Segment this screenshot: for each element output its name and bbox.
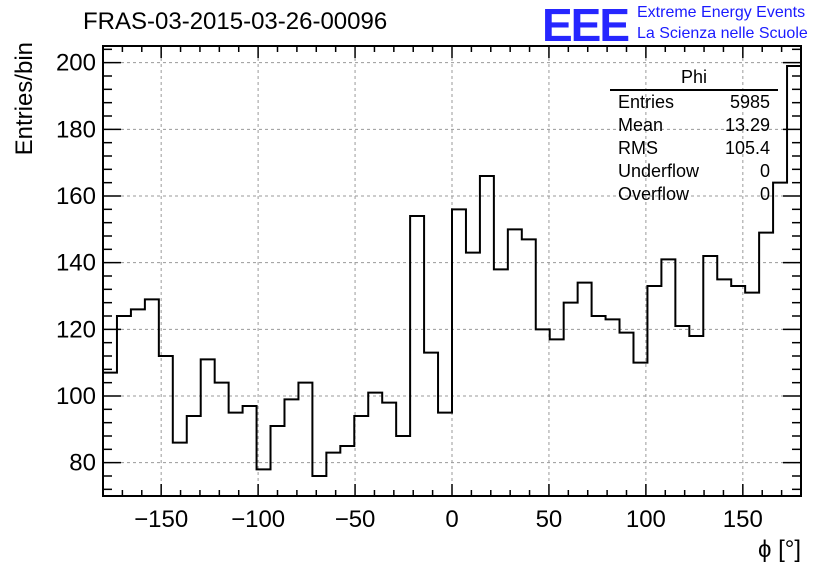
stats-value: 0 xyxy=(759,184,770,204)
stats-label: Underflow xyxy=(618,161,700,181)
x-axis-label: ϕ [°] xyxy=(758,536,801,563)
y-tick-label: 120 xyxy=(56,316,96,343)
logo-line-2: La Scienza nelle Scuole xyxy=(637,25,808,42)
x-tick-label: −150 xyxy=(134,506,188,533)
stats-label: RMS xyxy=(618,138,658,158)
y-tick-label: 140 xyxy=(56,250,96,277)
stats-label: Overflow xyxy=(618,184,690,204)
y-tick-label: 100 xyxy=(56,383,96,410)
y-tick-label: 200 xyxy=(56,50,96,77)
y-tick-labels: 80 100 120 140 160 180 200 xyxy=(56,50,96,477)
eee-logo: EEE xyxy=(542,0,630,51)
y-tick-label: 180 xyxy=(56,116,96,143)
x-tick-label: 0 xyxy=(445,506,458,533)
x-tick-label: −100 xyxy=(231,506,285,533)
stats-row: RMS 105.4 xyxy=(610,137,778,160)
x-tick-labels: −150 −100 −50 0 50 100 150 xyxy=(134,506,763,533)
stats-value: 5985 xyxy=(729,92,770,112)
axis-ticks xyxy=(102,46,802,496)
y-tick-label: 80 xyxy=(69,450,96,477)
stats-title: Phi xyxy=(610,66,778,91)
stats-value: 0 xyxy=(759,161,770,181)
stats-row: Overflow 0 xyxy=(610,183,778,206)
stats-row: Mean 13.29 xyxy=(610,114,778,137)
x-tick-label: 100 xyxy=(626,506,666,533)
stats-value: 105.4 xyxy=(724,138,770,158)
x-tick-label: 50 xyxy=(536,506,563,533)
stats-row: Underflow 0 xyxy=(610,160,778,183)
x-tick-label: −50 xyxy=(335,506,376,533)
histogram-line xyxy=(103,65,801,477)
x-tick-label: 150 xyxy=(723,506,763,533)
chart-title: FRAS-03-2015-03-26-00096 xyxy=(83,8,388,35)
stats-row: Entries 5985 xyxy=(610,91,778,114)
y-tick-label: 160 xyxy=(56,183,96,210)
stats-box: Phi Entries 5985 Mean 13.29 RMS 105.4 Un… xyxy=(610,66,778,206)
stats-label: Entries xyxy=(618,92,675,112)
stats-label: Mean xyxy=(618,115,664,135)
stats-value: 13.29 xyxy=(724,115,770,135)
y-axis-label: Entries/bin xyxy=(11,42,38,155)
logo-line-1: Extreme Energy Events xyxy=(637,4,806,21)
